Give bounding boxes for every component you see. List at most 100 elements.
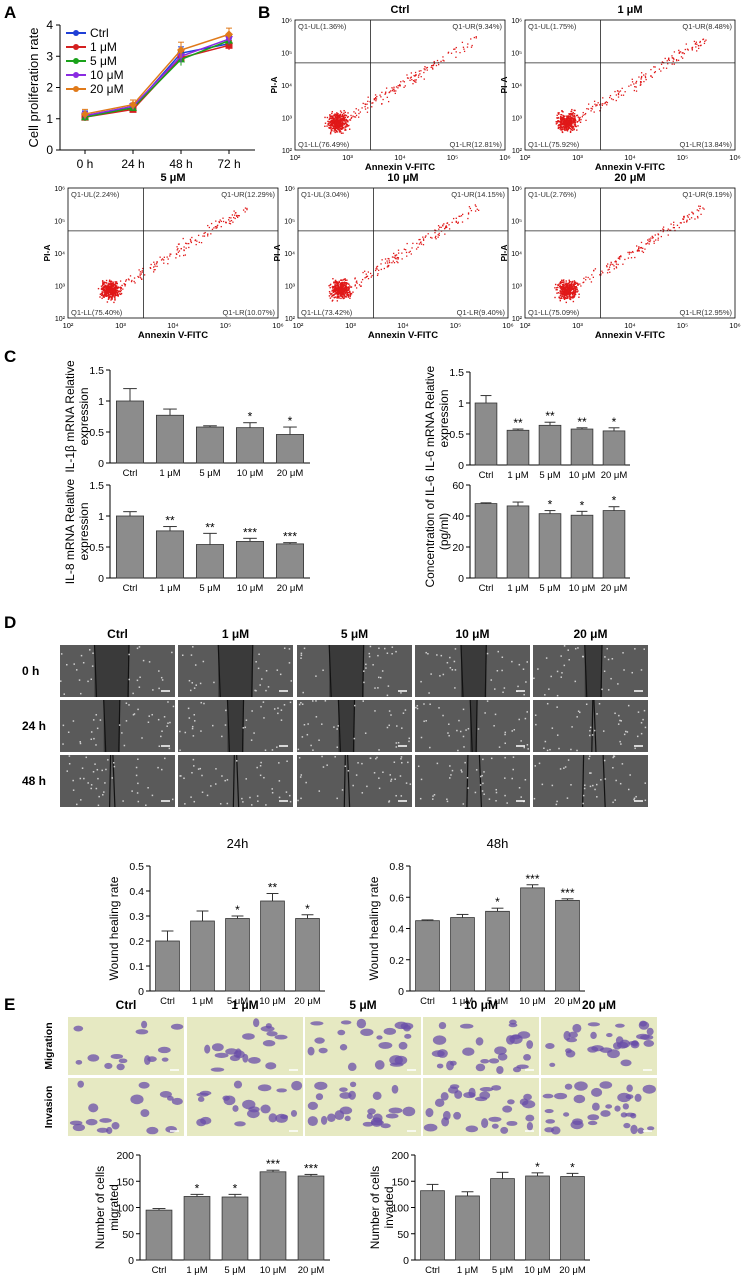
event-dot <box>125 280 127 282</box>
event-dot <box>367 96 369 98</box>
event-dot <box>643 74 645 76</box>
cell-speck <box>389 774 391 776</box>
quadrant-ll: Q1-LL(75.40%) <box>71 308 123 317</box>
event-dot <box>569 118 571 121</box>
event-dot <box>571 108 573 111</box>
stained-cell <box>170 1023 184 1030</box>
event-dot <box>134 282 136 284</box>
cell-speck <box>383 647 386 650</box>
event-dot <box>669 229 671 231</box>
event-dot <box>571 291 573 294</box>
event-dot <box>346 293 348 296</box>
event-dot <box>330 118 333 120</box>
event-dot <box>346 289 348 291</box>
cell-speck <box>297 799 299 802</box>
event-dot <box>565 280 567 282</box>
bar <box>450 917 475 992</box>
event-dot <box>415 74 417 76</box>
y-tick-label: 10³ <box>55 284 66 291</box>
event-dot <box>345 282 348 284</box>
event-dot <box>328 290 331 293</box>
event-dot <box>348 285 351 287</box>
event-dot <box>333 296 335 299</box>
event-dot <box>218 221 221 224</box>
event-dot <box>668 59 671 62</box>
event-dot <box>620 255 622 257</box>
event-dot <box>117 291 120 293</box>
event-dot <box>436 59 439 62</box>
event-dot <box>342 292 345 295</box>
event-dot <box>344 114 346 116</box>
cell-speck <box>574 647 577 650</box>
y-tick-label: 10³ <box>285 284 296 291</box>
quadrant-ur: Q1-UR(8.48%) <box>682 22 732 31</box>
event-dot <box>127 278 130 280</box>
wound-image <box>178 755 293 807</box>
event-dot <box>331 129 333 132</box>
event-dot <box>367 271 370 273</box>
event-dot <box>340 294 342 296</box>
y-axis-label: PI-A <box>272 245 282 262</box>
cell-speck <box>92 719 95 721</box>
cell-speck <box>87 782 89 784</box>
event-dot <box>599 104 601 106</box>
event-dot <box>330 123 332 126</box>
event-dot <box>461 41 464 44</box>
cell-speck <box>481 790 484 792</box>
cell-speck <box>66 663 68 666</box>
x-axis-label: Annexin V-FITC <box>365 162 435 173</box>
event-dot <box>347 119 349 122</box>
event-dot <box>442 225 444 227</box>
cell-speck <box>640 722 643 724</box>
event-dot <box>342 287 345 289</box>
cell-speck <box>446 798 448 801</box>
event-dot <box>579 121 582 123</box>
event-dot <box>624 258 626 261</box>
cell-speck <box>197 768 200 770</box>
event-dot <box>341 296 344 298</box>
stained-cell <box>266 1031 278 1037</box>
event-dot <box>415 81 417 83</box>
event-dot <box>653 240 655 242</box>
event-dot <box>105 295 107 298</box>
event-dot <box>332 116 334 118</box>
y-tick-label: 0.4 <box>389 924 404 936</box>
event-dot <box>566 283 569 285</box>
stained-cell <box>138 1081 150 1089</box>
bar <box>525 1175 550 1261</box>
event-dot <box>238 215 240 217</box>
cell-speck <box>449 777 451 779</box>
cell-speck <box>267 686 270 688</box>
event-dot <box>345 123 348 125</box>
event-dot <box>572 113 574 115</box>
event-dot <box>142 267 144 270</box>
event-dot <box>102 289 105 291</box>
event-dot <box>122 288 124 290</box>
stained-cell <box>248 1056 261 1064</box>
cell-speck <box>163 716 166 718</box>
event-dot <box>645 73 647 75</box>
cell-speck <box>249 796 251 799</box>
cell-speck <box>377 654 379 657</box>
event-dot <box>354 278 356 280</box>
event-dot <box>331 110 334 113</box>
cell-speck <box>200 730 202 732</box>
cell-speck <box>404 709 407 711</box>
event-dot <box>444 227 447 229</box>
event-dot <box>130 280 133 283</box>
cell-speck <box>128 678 130 681</box>
y-tick-label: 0 <box>98 458 104 470</box>
event-dot <box>339 119 341 121</box>
event-dot <box>337 293 340 295</box>
event-dot <box>619 258 621 260</box>
column-label: 1 μM <box>231 998 258 1012</box>
event-dot <box>237 216 239 219</box>
stained-cell <box>572 1118 583 1126</box>
cell-speck <box>336 728 338 730</box>
event-dot <box>562 124 564 126</box>
event-dot <box>344 116 347 119</box>
cell-speck <box>365 663 367 666</box>
event-dot <box>355 281 357 283</box>
